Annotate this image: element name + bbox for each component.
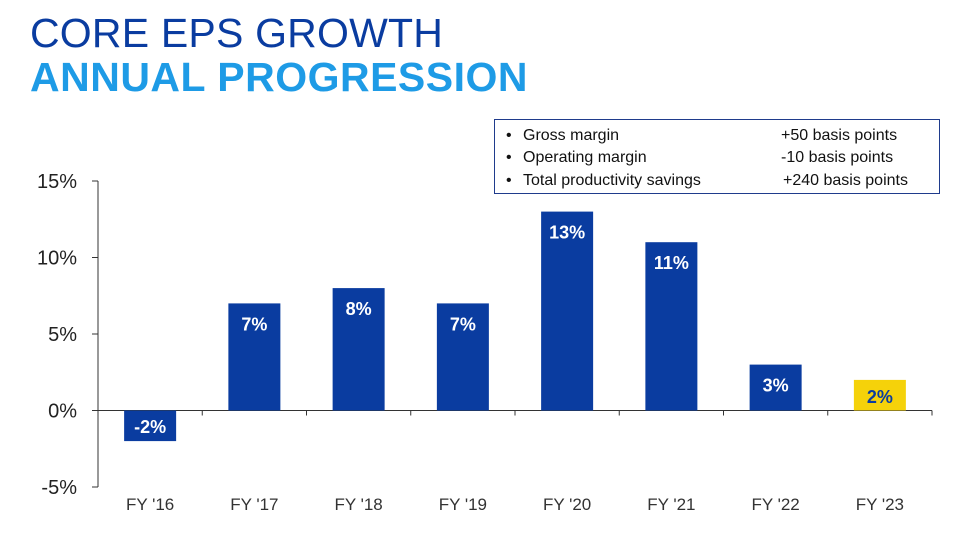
y-tick-label: 5% [48,324,77,346]
page-subtitle: ANNUAL PROGRESSION [30,54,529,100]
info-value: -10 basis points [781,149,894,166]
data-label: 11% [654,253,689,273]
info-label: Operating margin [523,149,647,166]
bar [436,303,489,411]
x-tick-label: FY '23 [856,495,904,514]
info-box: • Gross margin +50 basis points • Operat… [494,119,940,194]
y-tick-label: 10% [37,248,77,270]
info-label: Total productivity savings [523,172,701,189]
data-label: 2% [867,387,893,407]
info-value: +50 basis points [781,127,898,144]
info-row-productivity-savings: • Total productivity savings +240 basis … [495,170,941,192]
x-tick-label: FY '19 [439,495,487,514]
bullet-icon: • [506,149,512,166]
y-tick-label: 15% [37,171,77,193]
bar [228,303,281,411]
x-tick-label: FY '21 [647,495,695,514]
y-tick-label: -5% [41,477,77,499]
bar [541,211,594,411]
data-label: 7% [450,314,476,334]
bar [749,364,802,411]
bar [645,242,698,411]
data-label: 8% [346,299,372,319]
bar [853,379,906,411]
bar [332,288,385,411]
bullet-icon: • [506,172,512,189]
info-label: Gross margin [523,127,620,144]
x-tick-label: FY '18 [334,495,382,514]
data-label: 3% [763,376,789,396]
x-tick-label: FY '17 [230,495,278,514]
bullet-icon: • [506,127,512,144]
y-tick-label: 0% [48,401,77,423]
page-title: CORE EPS GROWTH [30,10,444,56]
x-tick-label: FY '20 [543,495,591,514]
data-label: 13% [549,223,585,243]
info-value: +240 basis points [783,172,908,189]
info-row-operating-margin: • Operating margin -10 basis points [495,147,941,169]
x-tick-label: FY '16 [126,495,174,514]
info-row-gross-margin: • Gross margin +50 basis points [495,125,941,147]
x-tick-label: FY '22 [751,495,799,514]
bar [124,410,177,442]
data-label: -2% [134,417,166,437]
data-label: 7% [241,314,267,334]
